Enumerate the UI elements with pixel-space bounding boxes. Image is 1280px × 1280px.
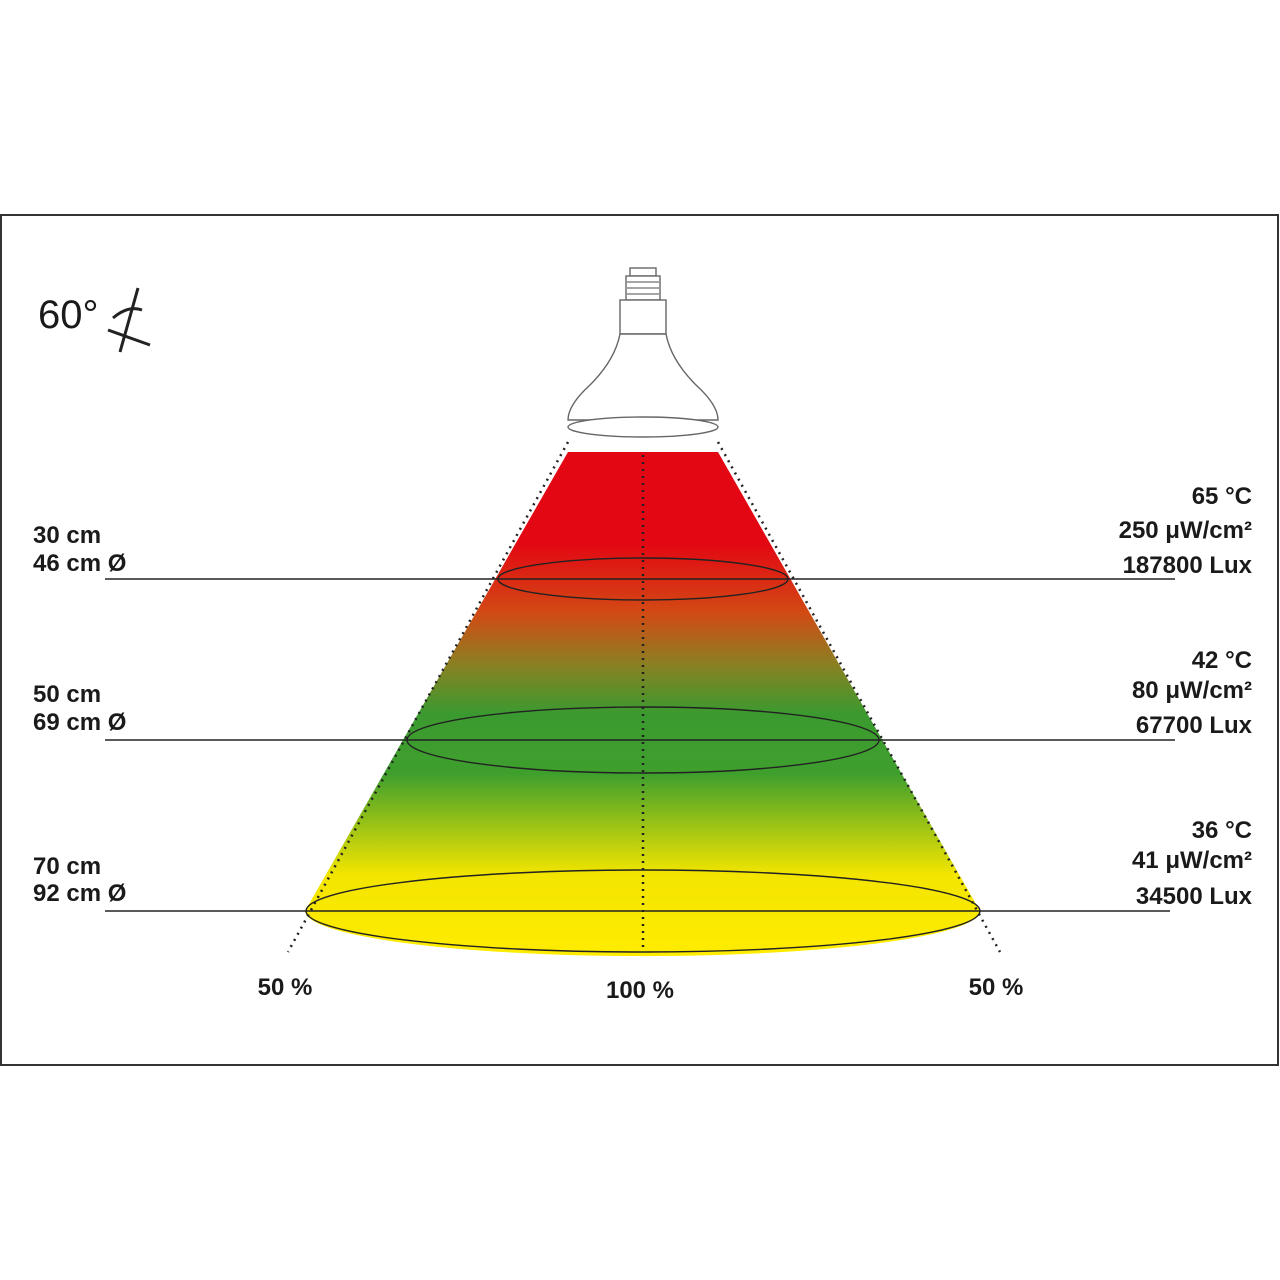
- cone-edge: [286, 441, 570, 953]
- illuminance: 67700 Lux: [1136, 712, 1253, 739]
- lamp: [567, 267, 719, 438]
- level: 70 cm 92 cm Ø 36 °C 41 μW/cm² 34500 Lux: [33, 817, 1253, 953]
- diameter: 92 cm Ø: [33, 880, 126, 907]
- illuminance: 34500 Lux: [1136, 883, 1253, 910]
- irradiance: 41 μW/cm²: [1132, 847, 1252, 874]
- diameter: 69 cm Ø: [33, 709, 126, 736]
- angle-label: 60°: [38, 293, 99, 337]
- frame: [0, 214, 1279, 1066]
- irradiance: 250 μW/cm²: [1119, 517, 1252, 544]
- distance: 30 cm: [33, 522, 101, 549]
- illuminance: 187800 Lux: [1123, 552, 1253, 579]
- distance: 70 cm: [33, 853, 101, 880]
- intensity-label: 50 %: [969, 974, 1024, 1001]
- angle-icon: [107, 287, 151, 353]
- temperature: 42 °C: [1192, 647, 1252, 674]
- light-cone: [305, 452, 980, 957]
- intensity-label: 50 %: [258, 974, 313, 1001]
- temperature: 65 °C: [1192, 483, 1252, 510]
- distance: 50 cm: [33, 681, 101, 708]
- temperature: 36 °C: [1192, 817, 1252, 844]
- level: 50 cm 69 cm Ø 42 °C 80 μW/cm² 67700 Lux: [33, 647, 1253, 774]
- diameter: 46 cm Ø: [33, 550, 126, 577]
- irradiance: 80 μW/cm²: [1132, 677, 1252, 704]
- intensity-label: 100 %: [606, 977, 674, 1004]
- level: 30 cm 46 cm Ø 65 °C 250 μW/cm² 187800 Lu…: [33, 483, 1253, 601]
